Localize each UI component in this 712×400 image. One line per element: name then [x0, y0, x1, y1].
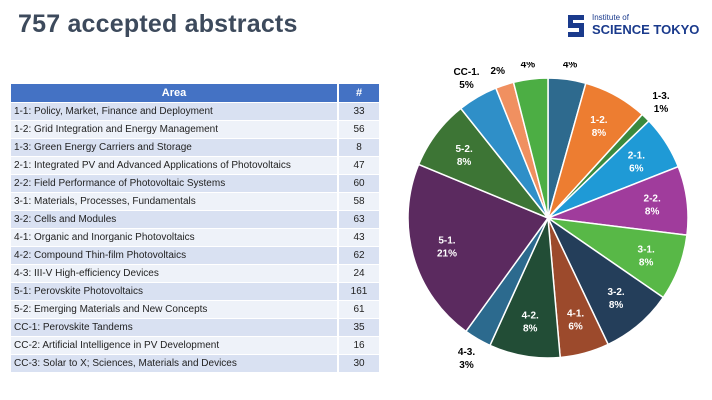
count-cell: 161 [337, 282, 379, 301]
logo-mark-icon [568, 15, 584, 37]
slide-title: 757 accepted abstracts [18, 10, 298, 38]
header-area: Area [11, 84, 338, 103]
pie-slice-name: 1-2. [590, 115, 607, 126]
pie-slice-name: 2-1. [628, 150, 645, 161]
area-cell: 3-2: Cells and Modules [11, 210, 338, 229]
pie-slice-label: 6% [629, 163, 644, 174]
pie-slice-name: CC-1. [453, 67, 479, 78]
pie-slice-name: 5-2. [455, 144, 472, 155]
area-cell: 5-1: Perovskite Photovoltaics [11, 282, 338, 301]
count-cell: 30 [337, 354, 379, 373]
count-cell: 33 [337, 102, 379, 121]
table-row: 2-1: Integrated PV and Advanced Applicat… [11, 156, 379, 175]
area-cell: 1-3: Green Energy Carriers and Storage [11, 138, 338, 157]
area-cell: CC-2: Artificial Intelligence in PV Deve… [11, 336, 338, 355]
area-cell: 2-2: Field Performance of Photovoltaic S… [11, 174, 338, 193]
count-cell: 47 [337, 156, 379, 175]
count-cell: 60 [337, 174, 379, 193]
pie-slice-label: 4% [521, 62, 536, 70]
area-cell: 4-1: Organic and Inorganic Photovoltaics [11, 228, 338, 247]
pie-slice-label: 8% [523, 323, 538, 334]
pie-slice-name: 2-2. [644, 194, 661, 205]
table-row: 3-1: Materials, Processes, Fundamentals 5… [11, 192, 379, 211]
count-cell: 43 [337, 228, 379, 247]
area-cell: 5-2: Emerging Materials and New Concepts [11, 300, 338, 319]
count-cell: 61 [337, 300, 379, 319]
table-row: 5-1: Perovskite Photovoltaics 161 [11, 282, 379, 301]
count-cell: 35 [337, 318, 379, 337]
area-cell: 3-1: Materials, Processes, Fundamentals [11, 192, 338, 211]
logo-line2: SCIENCE TOKYO [592, 22, 700, 37]
pie-chart: 1-1.4%1-2.8%1-3.1%2-1.6%2-2.8%3-1.8%3-2.… [395, 62, 712, 400]
area-cell: 2-1: Integrated PV and Advanced Applicat… [11, 156, 338, 175]
table-row: 1-2: Grid Integration and Energy Managem… [11, 120, 379, 139]
table-row: 2-2: Field Performance of Photovoltaic S… [11, 174, 379, 193]
table-row: 1-1: Policy, Market, Finance and Deploym… [11, 102, 379, 121]
table-row: 4-2: Compound Thin-film Photovoltaics 62 [11, 246, 379, 265]
pie-slice-label: 3% [459, 360, 474, 371]
pie-slice-label: 8% [639, 257, 654, 268]
logo-line1: Institute of [592, 13, 629, 22]
area-table: Area # 1-1: Policy, Market, Finance and … [11, 84, 379, 373]
pie-slice-name: 4-2. [522, 310, 539, 321]
count-cell: 56 [337, 120, 379, 139]
count-cell: 62 [337, 246, 379, 265]
pie-slice-name: CC-2. [485, 62, 511, 64]
count-cell: 24 [337, 264, 379, 283]
pie-slice-label: 6% [568, 321, 583, 332]
pie-slice-name: 4-1. [567, 308, 584, 319]
header-count: # [337, 84, 379, 103]
pie-slice-label: 5% [459, 80, 474, 91]
pie-slice-name: 4-3. [458, 347, 475, 358]
pie-slice-label: 8% [592, 128, 607, 139]
pie-slice-label: 21% [437, 249, 457, 260]
area-cell: 4-3: III-V High-efficiency Devices [11, 264, 338, 283]
pie-slice-label: 8% [609, 300, 624, 311]
table-row: 3-2: Cells and Modules 63 [11, 210, 379, 229]
pie-slice-label: 4% [563, 62, 578, 71]
pie-slice-label: 8% [645, 207, 660, 218]
area-cell: 4-2: Compound Thin-film Photovoltaics [11, 246, 338, 265]
pie-slice-label: 2% [491, 66, 506, 77]
area-cell: 1-2: Grid Integration and Energy Managem… [11, 120, 338, 139]
pie-slice-name: 5-1. [438, 236, 455, 247]
count-cell: 63 [337, 210, 379, 229]
institute-logo: Institute of SCIENCE TOKYO [566, 12, 700, 42]
pie-slice-name: 1-3. [652, 91, 669, 102]
table-row: CC-3: Solar to X; Sciences, Materials an… [11, 354, 379, 373]
pie-slice-label: 8% [457, 157, 472, 168]
pie-slice-label: 1% [654, 104, 669, 115]
table-body: 1-1: Policy, Market, Finance and Deploym… [11, 102, 379, 373]
table-row: 1-3: Green Energy Carriers and Storage 8 [11, 138, 379, 157]
pie-slice [407, 163, 550, 333]
count-cell: 58 [337, 192, 379, 211]
area-cell: 1-1: Policy, Market, Finance and Deploym… [11, 102, 338, 121]
table-row: 4-3: III-V High-efficiency Devices 24 [11, 264, 379, 283]
count-cell: 16 [337, 336, 379, 355]
pie-chart-svg: 1-1.4%1-2.8%1-3.1%2-1.6%2-2.8%3-1.8%3-2.… [407, 62, 689, 371]
table-header-row: Area # [11, 84, 379, 103]
table-row: 5-2: Emerging Materials and New Concepts… [11, 300, 379, 319]
area-cell: CC-1: Perovskite Tandems [11, 318, 338, 337]
area-cell: CC-3: Solar to X; Sciences, Materials an… [11, 354, 338, 373]
table-row: 4-1: Organic and Inorganic Photovoltaics… [11, 228, 379, 247]
pie-slice-name: 3-2. [607, 287, 624, 298]
table-row: CC-1: Perovskite Tandems 35 [11, 318, 379, 337]
pie-slice-name: 3-1. [638, 244, 655, 255]
table-row: CC-2: Artificial Intelligence in PV Deve… [11, 336, 379, 355]
count-cell: 8 [337, 138, 379, 157]
pie-slice [512, 77, 549, 219]
